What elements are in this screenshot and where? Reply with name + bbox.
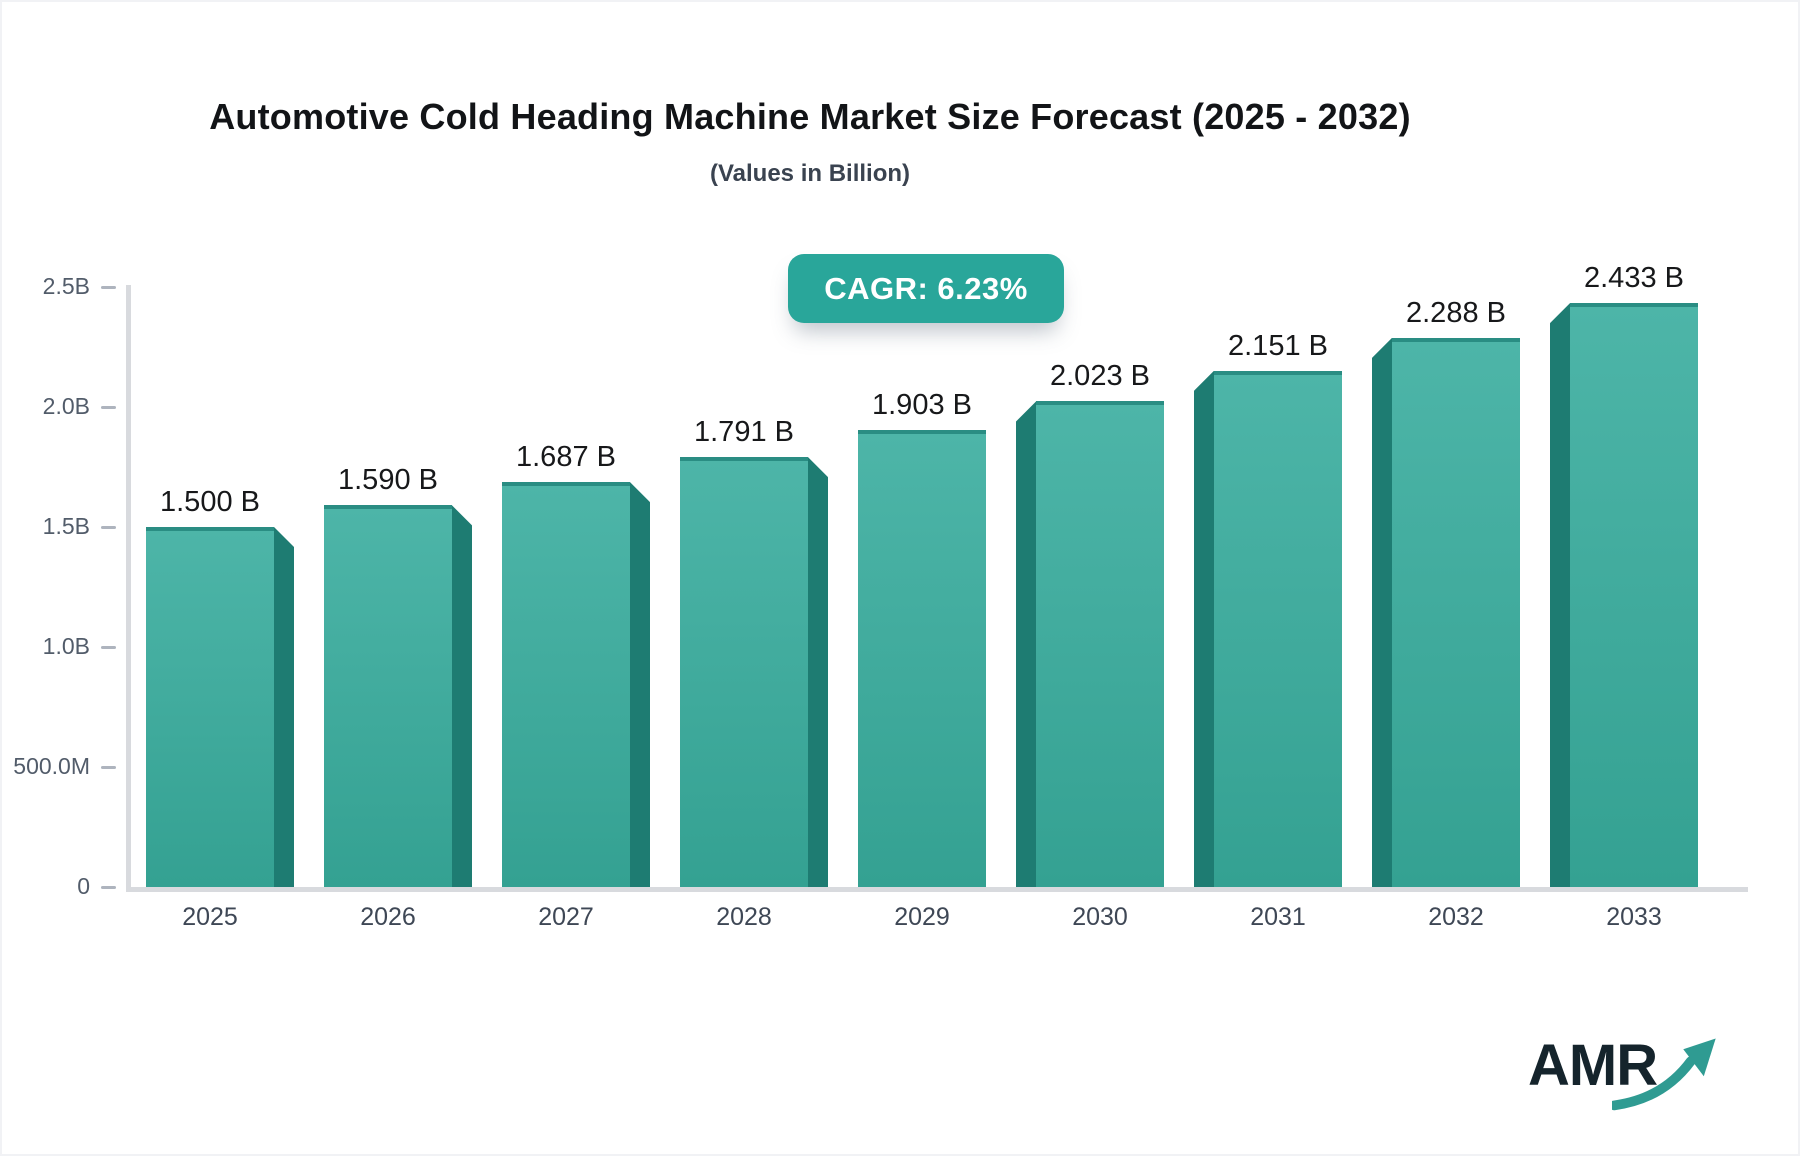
- bar-value-label-2030: 2.023 B: [1050, 360, 1150, 393]
- x-tick-label-2031: 2031: [1250, 903, 1306, 931]
- x-tick-label-2025: 2025: [182, 903, 238, 931]
- x-tick-label-2033: 2033: [1606, 903, 1662, 931]
- bar-2027[interactable]: [502, 482, 630, 887]
- bar-2029[interactable]: [858, 430, 986, 887]
- y-axis-line: [126, 285, 131, 892]
- y-tick-dash: [101, 285, 116, 289]
- bar-value-label-2032: 2.288 B: [1406, 296, 1506, 329]
- bar-2032[interactable]: [1392, 337, 1520, 887]
- growth-arrow-icon: [1612, 1038, 1716, 1111]
- bar-2033[interactable]: [1570, 303, 1698, 887]
- amr-logo: AMR: [1520, 1026, 1740, 1116]
- y-tick-dash: [101, 525, 116, 529]
- bar-2026[interactable]: [324, 505, 452, 887]
- y-tick-dash: [101, 405, 116, 409]
- y-tick-dash: [101, 885, 116, 889]
- amr-logo-text: AMR: [1528, 1033, 1658, 1098]
- bar-side-2026: [452, 505, 472, 887]
- bar-side-2033: [1550, 303, 1570, 887]
- bar-value-label-2025: 1.500 B: [160, 486, 260, 518]
- bar-2030[interactable]: [1036, 401, 1164, 887]
- bar-2025[interactable]: [146, 527, 274, 887]
- y-tick-label: 1.0B: [42, 633, 90, 659]
- x-tick-label-2032: 2032: [1428, 903, 1484, 931]
- y-tick-dash: [101, 645, 116, 649]
- x-tick-label-2029: 2029: [894, 903, 950, 931]
- chart-subtitle: (Values in Billion): [709, 160, 911, 187]
- bar-side-2031: [1194, 370, 1214, 887]
- cagr-badge-label: CAGR: 6.23%: [824, 270, 1028, 306]
- bar-side-2032: [1372, 337, 1392, 887]
- bar-value-label-2027: 1.687 B: [516, 441, 616, 474]
- bar-side-2027: [630, 482, 650, 887]
- y-tick-dash: [101, 765, 116, 769]
- bar-2031[interactable]: [1214, 370, 1342, 887]
- bar-side-2028: [808, 457, 828, 887]
- x-tick-label-2026: 2026: [360, 903, 416, 931]
- y-tick-label: 500.0M: [13, 753, 90, 779]
- x-tick-label-2030: 2030: [1072, 903, 1128, 931]
- x-axis-line: [126, 887, 1748, 892]
- x-tick-label-2027: 2027: [538, 903, 594, 931]
- y-tick-label: 1.5B: [42, 513, 90, 539]
- y-tick-label: 0: [77, 873, 90, 899]
- bar-value-label-2028: 1.791 B: [694, 416, 794, 449]
- bar-value-label-2026: 1.590 B: [338, 464, 438, 497]
- cagr-badge: CAGR: 6.23%: [788, 254, 1064, 323]
- x-tick-label-2028: 2028: [716, 903, 772, 931]
- bar-side-2030: [1016, 401, 1036, 887]
- bar-value-label-2029: 1.903 B: [872, 389, 972, 422]
- chart-title: Automotive Cold Heading Machine Market S…: [209, 96, 1411, 137]
- bar-2028[interactable]: [680, 457, 808, 887]
- y-tick-label: 2.5B: [42, 273, 90, 299]
- y-tick-label: 2.0B: [42, 393, 90, 419]
- bar-value-label-2033: 2.433 B: [1584, 262, 1684, 295]
- bar-value-label-2031: 2.151 B: [1228, 329, 1328, 362]
- bar-side-2025: [274, 527, 294, 887]
